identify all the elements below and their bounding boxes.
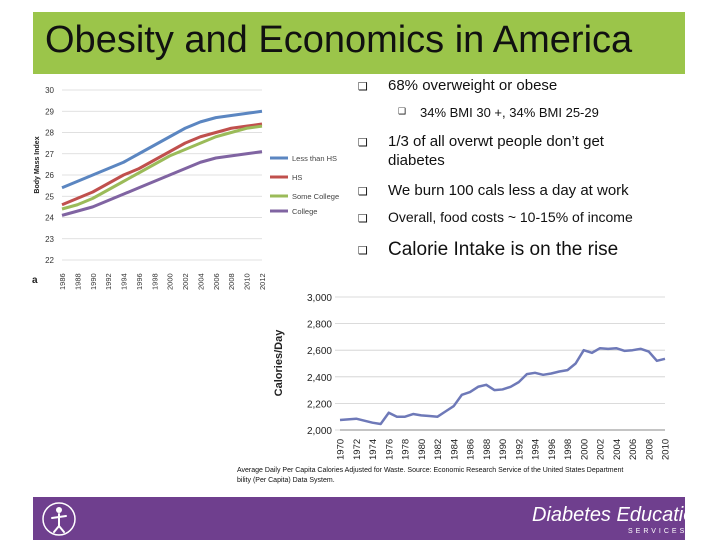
- cal-x-tick-label: 1984: [449, 439, 460, 460]
- bullet-icon: ❑: [358, 212, 368, 225]
- bmi-x-tick-label: 2006: [212, 273, 221, 290]
- bullet-icon: ❑: [358, 136, 368, 149]
- cal-x-tick-label: 2004: [612, 439, 623, 460]
- cal-x-tick-label: 1994: [531, 439, 542, 460]
- cal-x-tick-label: 2000: [579, 439, 590, 460]
- cal-x-tick-label: 2002: [596, 439, 607, 460]
- bmi-legend-label: College: [292, 207, 317, 216]
- bmi-y-tick-label: 22: [45, 256, 54, 265]
- bmi-y-tick-label: 30: [45, 86, 54, 95]
- bullet-icon: ❑: [398, 107, 407, 117]
- bullet-icon: ❑: [358, 244, 368, 257]
- cal-series-line: [339, 346, 666, 426]
- bmi-x-tick-label: 1994: [120, 273, 129, 290]
- bullet-item: ❑ Calorie Intake is on the rise: [358, 239, 619, 260]
- bmi-x-tick-label: 2002: [181, 273, 190, 290]
- cal-x-tick-label: 1970: [336, 439, 347, 460]
- cal-x-tick-label: 1990: [498, 439, 509, 460]
- cal-x-tick-label: 1974: [368, 439, 379, 460]
- bmi-x-tick-label: 1996: [135, 273, 144, 290]
- bmi-series-line: [61, 124, 263, 211]
- cal-y-tick-label: 3,000: [307, 293, 332, 304]
- bmi-series-line: [61, 150, 263, 217]
- cal-x-tick-label: 1998: [563, 439, 574, 460]
- bmi-x-tick-label: 2010: [243, 273, 252, 290]
- person-logo-icon: [42, 502, 76, 536]
- svg-text:Diabetes Education: Diabetes Education: [532, 504, 688, 526]
- bmi-x-tick-label: 1988: [73, 273, 82, 290]
- cal-x-tick-label: 2008: [644, 439, 655, 460]
- cal-x-tick-label: 1982: [433, 439, 444, 460]
- cal-x-tick-label: 1986: [466, 439, 477, 460]
- bmi-y-tick-label: 28: [45, 129, 54, 138]
- footer-bar: Diabetes Education SERVICES: [33, 497, 688, 540]
- bmi-x-tick-label: 1992: [104, 273, 113, 290]
- bmi-legend-label: Less than HS: [292, 154, 337, 163]
- chart-caption: Average Daily Per Capita Calories Adjust…: [237, 467, 624, 484]
- bmi-x-tick-label: 2012: [258, 273, 267, 290]
- cal-x-tick-label: 1980: [417, 439, 428, 460]
- bmi-series-line: [61, 122, 263, 207]
- cal-x-tick-label: 2010: [661, 439, 672, 460]
- bmi-y-tick-label: 24: [45, 214, 54, 223]
- bmi-y-tick-label: 25: [45, 192, 54, 201]
- cal-x-tick-label: 1988: [482, 439, 493, 460]
- bmi-x-tick-label: 1986: [58, 273, 67, 290]
- bmi-y-axis-label: Body Mass Index: [34, 136, 41, 193]
- calories-line-chart: 2,000 2,200 2,400 2,600 2,800 3,000 1970 1972 1…: [273, 293, 672, 460]
- bmi-x-tick-label: 2004: [196, 273, 205, 290]
- bmi-y-tick-label: 23: [45, 235, 54, 244]
- bmi-legend-label: HS: [292, 173, 302, 182]
- bmi-x-tick-label: 2008: [227, 273, 236, 290]
- bullet-item: ❑ We burn 100 cals less a day at work: [358, 182, 629, 199]
- cal-x-tick-label: 1978: [401, 439, 412, 460]
- cal-y-tick-label: 2,000: [307, 426, 332, 437]
- bmi-y-tick-label: 26: [45, 171, 54, 180]
- cal-x-tick-label: 1992: [514, 439, 525, 460]
- bmi-legend-label: Some College: [292, 192, 339, 201]
- bmi-y-tick-label: 29: [45, 107, 54, 116]
- cal-x-tick-label: 1996: [547, 439, 558, 460]
- slide-title: Obesity and Economics in America: [45, 19, 633, 61]
- bullet-item: ❑ 1/3 of all overwt people don’t get dia…: [358, 133, 604, 169]
- bmi-x-tick-label: 1998: [150, 273, 159, 290]
- bullet-icon: ❑: [358, 80, 368, 93]
- cal-x-tick-label: 1976: [384, 439, 395, 460]
- bmi-series-line: [61, 109, 263, 190]
- bmi-y-tick-label: 27: [45, 150, 54, 159]
- cal-x-tick-label: 2006: [628, 439, 639, 460]
- cal-y-tick-label: 2,600: [307, 346, 332, 357]
- bmi-x-tick-label: 1990: [89, 273, 98, 290]
- bmi-panel-label: a: [32, 275, 38, 286]
- cal-y-tick-label: 2,800: [307, 320, 332, 331]
- svg-text:SERVICES: SERVICES: [628, 528, 687, 535]
- bullet-item: ❑ 34% BMI 30 +, 34% BMI 25-29: [398, 105, 599, 120]
- bullet-item: ❑ 68% overweight or obese: [358, 77, 558, 94]
- cal-y-tick-label: 2,400: [307, 373, 332, 384]
- cal-y-tick-label: 2,200: [307, 399, 332, 410]
- bullet-icon: ❑: [358, 185, 368, 198]
- diabetes-education-services-logo: Diabetes Education SERVICES: [532, 504, 688, 535]
- title-bar: [33, 12, 685, 74]
- cal-y-axis-label: Calories/Day: [273, 329, 285, 397]
- bmi-x-tick-label: 2000: [166, 273, 175, 290]
- cal-x-tick-label: 1972: [352, 439, 363, 460]
- bullet-item: ❑ Overall, food costs ~ 10-15% of income: [358, 209, 633, 225]
- bmi-line-chart: 22 23 24 25 26 27 28 29 30 1986 1988 1990 1992 1994 1…: [32, 86, 339, 290]
